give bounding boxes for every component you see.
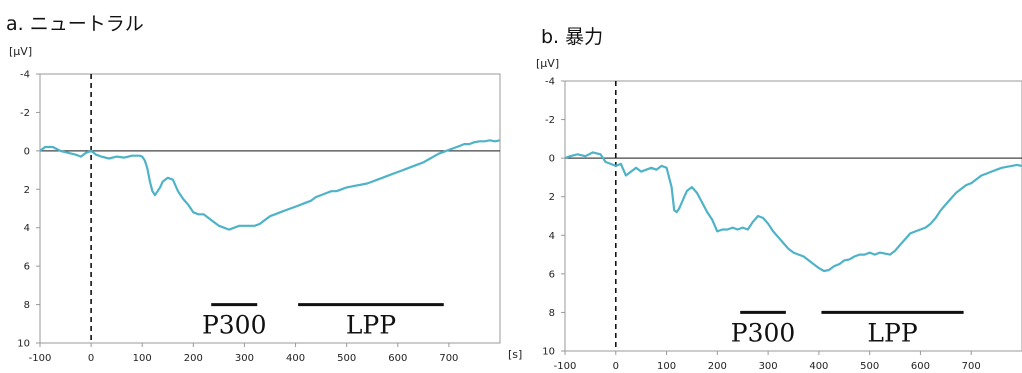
y-tick-label: 2 [549,192,555,203]
x-tick-label: 400 [286,353,305,364]
x-tick-label: 700 [439,353,458,364]
x-tick-label: 700 [962,361,981,372]
x-tick-label: 500 [860,361,879,372]
chart-panel-violence: b. 暴力 [μV] -4 -2 0 2 4 6 8 10 -100 0 100 200 300 400 5… [511,0,1022,373]
erp-waveform [39,139,501,231]
x-tick-label: 0 [613,361,619,372]
erp-plot-neutral: -4 -2 0 2 4 6 8 10 -100 0 100 200 300 400 500 600 700 [s]… [17,70,522,365]
y-tick-label: 10 [17,339,30,350]
x-tick-label: -100 [554,361,577,372]
y-tick-label: -2 [20,108,30,119]
x-axis-unit: [s] [508,348,522,361]
y-tick-label: 8 [24,300,30,311]
chart-panel-neutral: a. ニュートラル [μV] -4 -2 0 2 4 6 8 10 -100 0 100 200 300… [6,13,522,365]
x-tick-label: 200 [184,353,203,364]
x-tick-label: 300 [759,361,778,372]
period-label: P300 [202,310,267,339]
x-tick-label: 100 [133,353,152,364]
x-tick-label: 200 [708,361,727,372]
period-label: LPP [346,310,396,339]
x-tick-label: 100 [657,361,676,372]
y-tick-label: 4 [549,231,555,242]
plot-frame [564,80,1022,352]
x-tick-label: 600 [388,353,407,364]
y-tick-label: 4 [24,223,30,234]
chart-title: b. 暴力 [541,26,604,48]
y-axis-unit: [μV] [9,45,33,58]
period-label: P300 [731,318,796,347]
x-tick-label: 300 [235,353,254,364]
plot-frame [39,73,501,344]
x-tick-label: 0 [88,353,94,364]
y-tick-label: 2 [24,185,30,196]
period-label: LPP [867,318,917,347]
y-axis-unit: [μV] [536,57,560,70]
y-tick-label: -4 [545,77,555,88]
x-tick-label: -100 [29,353,52,364]
y-tick-label: 0 [549,154,555,165]
x-tick-label: 500 [337,353,356,364]
y-tick-label: 10 [542,347,555,358]
y-tick-label: 6 [549,269,555,280]
x-tick-label: 600 [911,361,930,372]
erp-waveform [564,151,1022,273]
y-tick-label: -2 [545,115,555,126]
x-tick-label: 400 [809,361,828,372]
y-tick-label: 0 [24,146,30,157]
y-tick-label: 8 [549,308,555,319]
erp-plot-violence: -4-20246810-1000100200300400500600700[s]… [542,77,1022,372]
y-tick-label: 6 [24,262,30,273]
y-tick-label: -4 [20,70,30,81]
chart-title: a. ニュートラル [6,13,144,35]
